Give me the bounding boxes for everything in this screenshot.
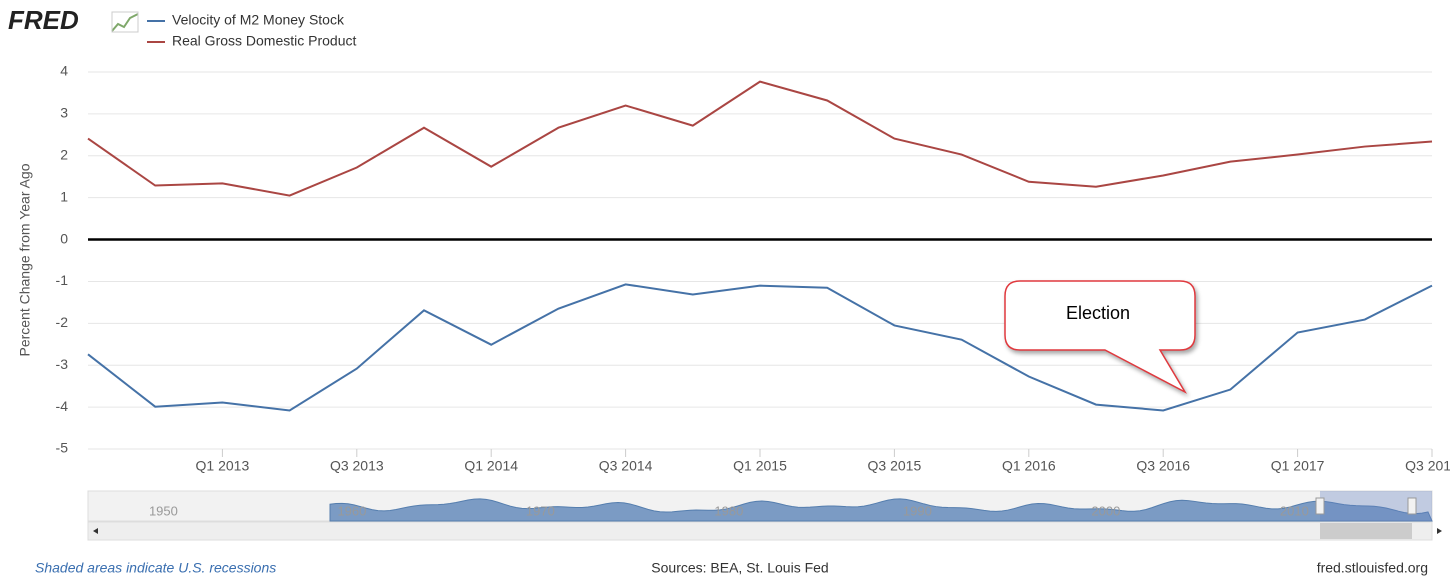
footer-right: fred.stlouisfed.org: [1317, 560, 1428, 576]
navigator-area: [329, 498, 1433, 522]
scroll-left[interactable]: [93, 528, 98, 534]
legend-label: Real Gross Domestic Product: [172, 33, 357, 49]
x-tick-label: Q3 2017: [1405, 458, 1450, 474]
navigator-label: 2010: [1280, 503, 1309, 518]
x-tick-label: Q1 2013: [196, 458, 250, 474]
footer-left: Shaded areas indicate U.S. recessions: [35, 560, 276, 576]
annotation-label: Election: [1066, 303, 1130, 323]
footer-center: Sources: BEA, St. Louis Fed: [651, 560, 828, 576]
y-tick-label: -2: [56, 314, 69, 330]
logo-icon-frame: [111, 11, 139, 33]
navigator-label: 1960: [337, 503, 366, 518]
y-tick-label: 2: [60, 146, 68, 162]
x-tick-label: Q3 2013: [330, 458, 384, 474]
y-tick-label: -4: [56, 398, 69, 414]
x-tick-label: Q1 2016: [1002, 458, 1056, 474]
x-tick-label: Q1 2015: [733, 458, 787, 474]
navigator-label: 2000: [1091, 503, 1120, 518]
y-tick-label: 0: [60, 230, 68, 246]
y-tick-label: -3: [56, 356, 69, 372]
annotation-callout: [1004, 280, 1196, 394]
logo-icon: [111, 13, 139, 32]
legend-label: Velocity of M2 Money Stock: [172, 12, 345, 28]
x-tick-label: Q3 2015: [868, 458, 922, 474]
scroll-right[interactable]: [1437, 528, 1442, 534]
y-axis-label: Percent Change from Year Ago: [17, 163, 33, 356]
navigator-label: 1980: [714, 503, 743, 518]
navigator-label: 1990: [903, 503, 932, 518]
series-line: [87, 283, 1433, 412]
y-tick-label: 1: [60, 188, 68, 204]
navigator-handle[interactable]: [1315, 497, 1325, 515]
y-tick-label: 3: [60, 105, 68, 121]
navigator-label: 1970: [526, 503, 555, 518]
footer: [0, 555, 1450, 583]
series-line: [87, 80, 1433, 197]
y-tick-label: 4: [60, 63, 68, 79]
x-tick-label: Q1 2014: [464, 458, 518, 474]
navigator-handle[interactable]: [1407, 497, 1417, 515]
navigator-label: 1950: [149, 503, 178, 518]
x-tick-label: Q1 2017: [1271, 458, 1325, 474]
scrollbar-track: [87, 521, 1433, 541]
y-tick-label: -1: [56, 272, 69, 288]
logo: FRED: [8, 5, 79, 35]
x-tick-label: Q3 2016: [1136, 458, 1190, 474]
x-tick-label: Q3 2014: [599, 458, 653, 474]
scrollbar-thumb[interactable]: [1320, 523, 1412, 539]
y-tick-label: -5: [56, 440, 69, 456]
chart-area: [0, 0, 1450, 555]
